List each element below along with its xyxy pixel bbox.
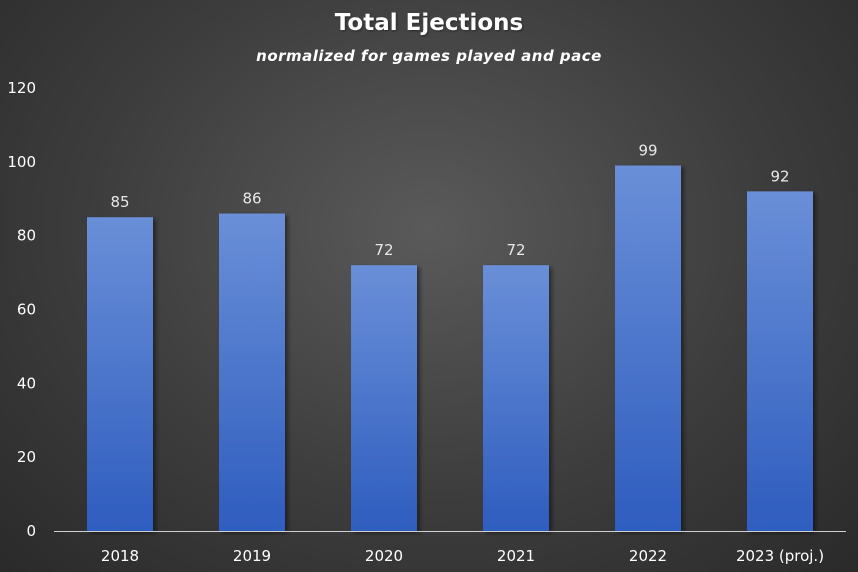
bar (219, 213, 285, 531)
x-tick-label: 2018 (101, 547, 139, 565)
bar (351, 265, 417, 531)
chart-title: Total Ejections (334, 10, 524, 36)
x-tick-label: 2022 (629, 547, 667, 565)
bar-series: 85 86 72 72 99 92 (87, 142, 813, 532)
bar-value-label: 85 (110, 193, 129, 211)
x-tick-label: 2019 (233, 547, 271, 565)
bar-value-label: 99 (638, 142, 657, 160)
bar-value-label: 86 (242, 190, 261, 208)
bar-value-label: 72 (374, 241, 393, 259)
x-tick-label: 2020 (365, 547, 403, 565)
x-tick-label: 2023 (proj.) (736, 547, 824, 565)
y-tick-label: 0 (26, 522, 36, 540)
bar (483, 265, 549, 531)
bar (747, 191, 813, 531)
y-tick-label: 120 (7, 79, 36, 97)
y-tick-label: 100 (7, 153, 36, 171)
x-tick-label: 2021 (497, 547, 535, 565)
bar (615, 165, 681, 531)
bar (87, 217, 153, 532)
y-axis-ticks: 0 20 40 60 80 100 120 (7, 79, 36, 540)
chart-subtitle: normalized for games played and pace (256, 47, 602, 65)
y-tick-label: 20 (17, 448, 36, 466)
bar-value-label: 72 (506, 241, 525, 259)
y-tick-label: 60 (17, 301, 36, 319)
y-tick-label: 80 (17, 227, 36, 245)
bar-value-label: 92 (770, 167, 789, 185)
x-axis-categories: 2018 2019 2020 2021 2022 2023 (proj.) (101, 547, 824, 565)
y-tick-label: 40 (17, 374, 36, 392)
